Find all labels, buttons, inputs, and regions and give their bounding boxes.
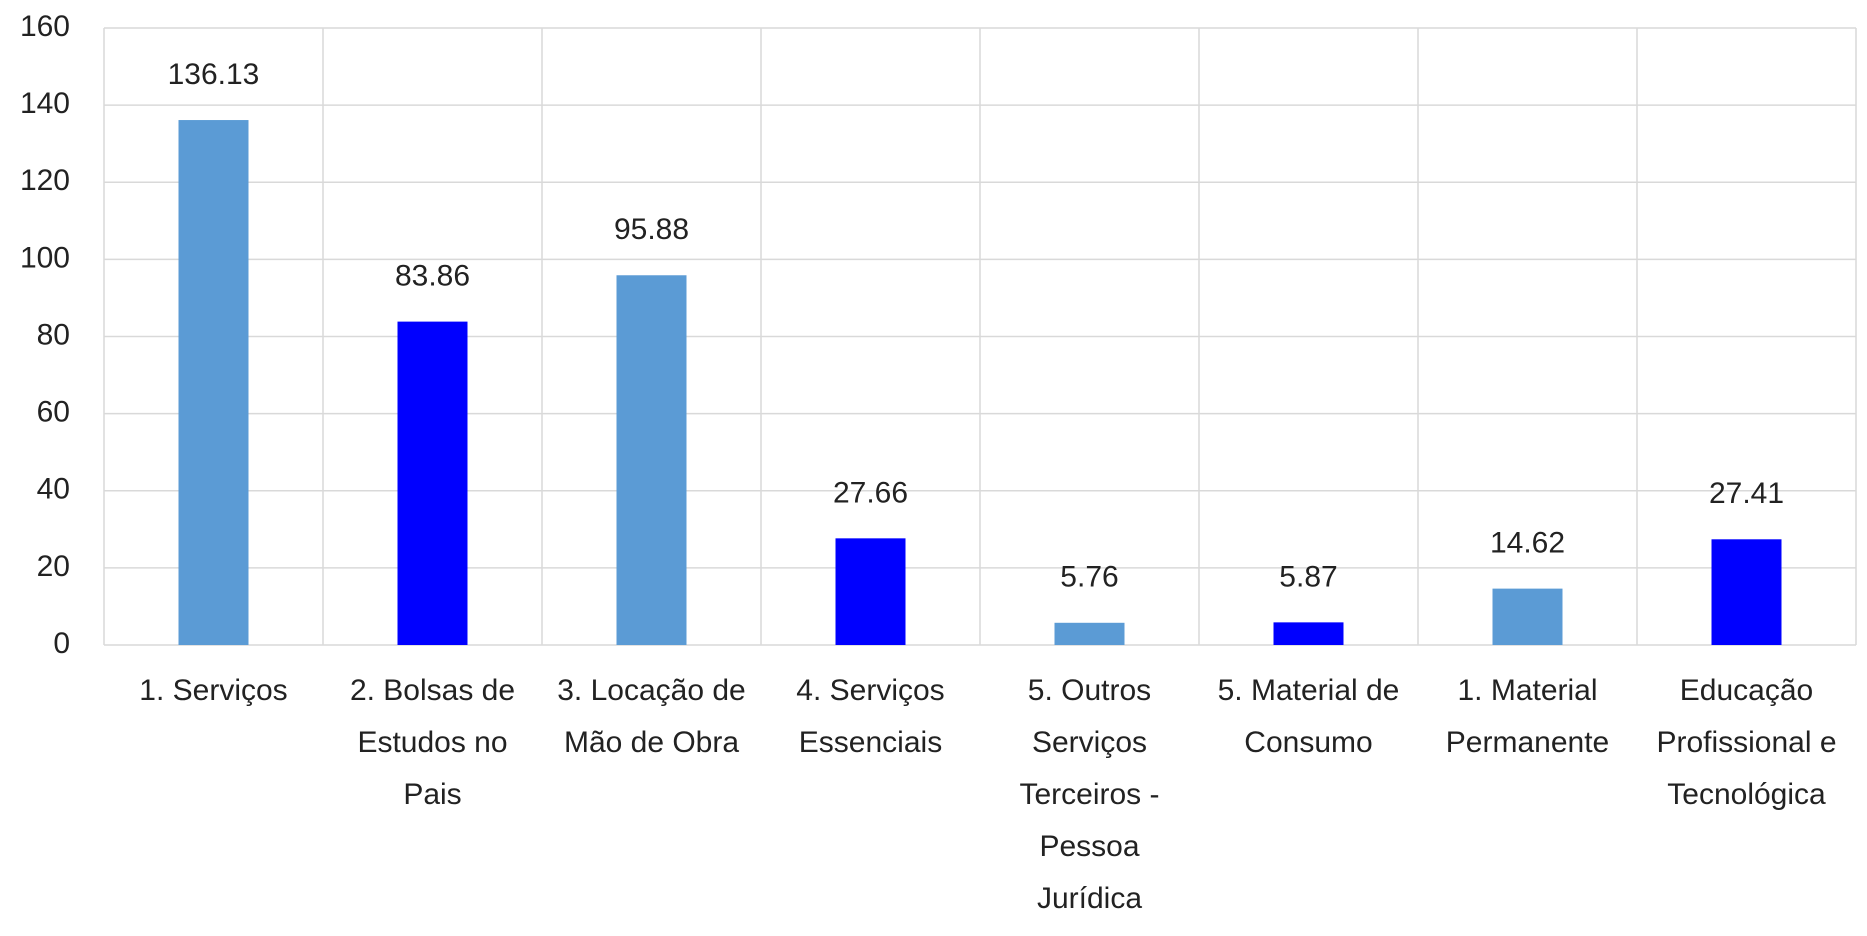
bar [1492, 588, 1563, 645]
value-label: 83.86 [395, 260, 470, 293]
bar [1054, 622, 1125, 645]
y-tick-label: 20 [37, 550, 70, 583]
x-tick-label: 1. Serviços [139, 674, 288, 707]
y-tick-label: 160 [20, 10, 70, 43]
bar [1711, 539, 1782, 645]
x-tick-label: 4. Serviços Essenciais [796, 674, 945, 759]
x-tick-label: 5. Material de Consumo [1217, 674, 1400, 759]
value-label: 136.13 [168, 58, 260, 91]
bar [835, 538, 906, 645]
bar [616, 275, 687, 645]
x-tick-label: 1. Material Permanente [1445, 674, 1610, 759]
bar [1273, 622, 1344, 645]
y-tick-label: 120 [20, 164, 70, 197]
x-tick-label: 2. Bolsas de Estudos no Pais [349, 674, 516, 811]
bar [178, 120, 249, 645]
y-tick-label: 0 [53, 627, 70, 660]
x-tick-label: 3. Locação de Mão de Obra [557, 674, 746, 759]
value-label: 14.62 [1490, 527, 1565, 560]
value-label: 27.41 [1709, 477, 1784, 510]
y-tick-label: 140 [20, 87, 70, 120]
x-tick-label: Educação Profissional e Tecnológica [1656, 674, 1837, 811]
value-label: 5.76 [1060, 561, 1118, 594]
value-label: 95.88 [614, 213, 689, 246]
value-label: 27.66 [833, 476, 908, 509]
y-tick-label: 40 [37, 473, 70, 506]
y-tick-label: 80 [37, 318, 70, 351]
bar [397, 321, 468, 645]
value-label: 5.87 [1279, 560, 1337, 593]
y-tick-label: 60 [37, 396, 70, 429]
y-tick-label: 100 [20, 241, 70, 274]
x-tick-label: 5. Outros Serviços Terceiros - Pessoa Ju… [1019, 674, 1160, 915]
